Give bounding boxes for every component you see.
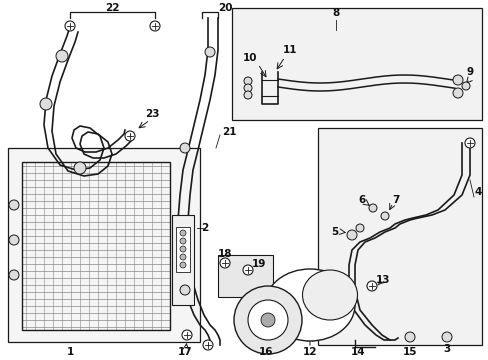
Text: 4: 4: [473, 187, 481, 197]
Circle shape: [74, 162, 86, 174]
Bar: [317, 128, 481, 345]
Circle shape: [346, 230, 356, 240]
Text: 9: 9: [466, 67, 472, 77]
Circle shape: [150, 21, 160, 31]
Circle shape: [464, 138, 474, 148]
Text: 13: 13: [375, 275, 389, 285]
Text: 19: 19: [251, 259, 266, 269]
Text: 14: 14: [350, 347, 365, 357]
Circle shape: [9, 270, 19, 280]
Text: 5: 5: [331, 227, 338, 237]
Circle shape: [247, 300, 287, 340]
Circle shape: [366, 281, 376, 291]
Circle shape: [261, 313, 274, 327]
Text: 6: 6: [358, 195, 365, 205]
Circle shape: [452, 75, 462, 85]
Text: 12: 12: [302, 347, 317, 357]
Circle shape: [180, 143, 190, 153]
Circle shape: [380, 212, 388, 220]
Circle shape: [9, 235, 19, 245]
Circle shape: [244, 84, 251, 92]
Text: 1: 1: [66, 347, 74, 357]
Circle shape: [244, 91, 251, 99]
Circle shape: [180, 230, 185, 236]
Circle shape: [203, 340, 213, 350]
Text: 2: 2: [201, 223, 208, 233]
Circle shape: [244, 77, 251, 85]
Circle shape: [180, 262, 185, 268]
Bar: [22, 162, 170, 330]
Text: 23: 23: [144, 109, 159, 119]
Text: 11: 11: [282, 45, 297, 55]
Bar: [8, 148, 200, 342]
Circle shape: [461, 82, 469, 90]
Circle shape: [65, 21, 75, 31]
Text: 18: 18: [218, 249, 232, 259]
Circle shape: [441, 332, 451, 342]
Ellipse shape: [302, 270, 357, 320]
Circle shape: [204, 47, 215, 57]
Text: 8: 8: [332, 8, 339, 18]
Circle shape: [220, 258, 229, 268]
Circle shape: [180, 254, 185, 260]
Circle shape: [452, 88, 462, 98]
Circle shape: [355, 224, 363, 232]
Bar: [172, 215, 194, 305]
Circle shape: [125, 131, 135, 141]
Circle shape: [9, 200, 19, 210]
Circle shape: [180, 285, 190, 295]
Circle shape: [56, 50, 68, 62]
Text: 22: 22: [104, 3, 119, 13]
Text: 7: 7: [391, 195, 399, 205]
Text: 15: 15: [402, 347, 416, 357]
Text: 17: 17: [177, 347, 192, 357]
Circle shape: [40, 98, 52, 110]
Text: 21: 21: [222, 127, 236, 137]
Ellipse shape: [264, 269, 354, 341]
Text: 20: 20: [218, 3, 232, 13]
Bar: [231, 8, 481, 120]
Text: 10: 10: [242, 53, 257, 63]
Bar: [176, 227, 190, 272]
Circle shape: [180, 246, 185, 252]
Bar: [218, 255, 272, 297]
Ellipse shape: [234, 286, 302, 354]
Circle shape: [180, 238, 185, 244]
Circle shape: [243, 265, 252, 275]
Circle shape: [182, 330, 192, 340]
Text: 3: 3: [443, 344, 450, 354]
Circle shape: [404, 332, 414, 342]
Text: 16: 16: [258, 347, 273, 357]
Circle shape: [368, 204, 376, 212]
